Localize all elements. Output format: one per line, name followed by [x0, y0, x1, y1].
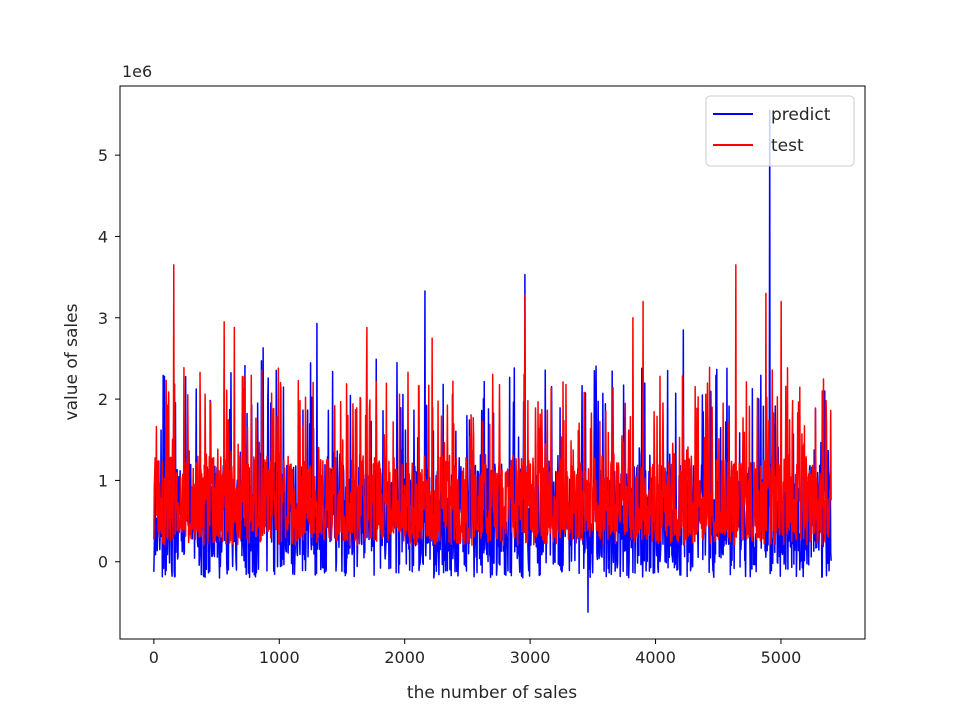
- y-tick-label: 1: [98, 471, 108, 490]
- series-line-test: [153, 264, 832, 546]
- y-tick-label: 2: [98, 390, 108, 409]
- x-tick-label: 1000: [259, 648, 300, 667]
- y-tick-label: 5: [98, 146, 108, 165]
- x-tick-label: 3000: [510, 648, 551, 667]
- y-axis-label: value of sales: [62, 303, 82, 420]
- x-tick-label: 0: [149, 648, 159, 667]
- x-tick-label: 5000: [761, 648, 802, 667]
- y-tick-label: 4: [98, 227, 108, 246]
- y-tick-label: 3: [98, 309, 108, 328]
- legend-label-test: test: [771, 136, 804, 156]
- x-tick-label: 4000: [635, 648, 676, 667]
- plot-frame: [119, 85, 866, 640]
- x-axis-label: the number of sales: [407, 683, 577, 703]
- y-axis: 0 1 2 3 4 5: [98, 146, 120, 572]
- y-tick-label: 0: [98, 553, 108, 572]
- legend-label-predict: predict: [771, 105, 831, 125]
- series-layer: [153, 109, 832, 613]
- x-tick-label: 2000: [384, 648, 425, 667]
- legend: predict test: [705, 95, 855, 167]
- x-axis: 0 1000 2000 3000 4000 5000: [149, 639, 802, 667]
- y-multiplier-label: 1e6: [122, 62, 152, 81]
